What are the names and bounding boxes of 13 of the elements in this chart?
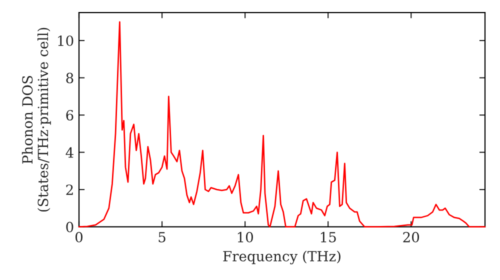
y-tick-label: 4 (66, 147, 74, 158)
x-tick-label: 5 (158, 232, 166, 242)
y-tick-label: 2 (66, 184, 73, 195)
y-tick-label: 10 (58, 36, 74, 46)
x-tick-label: 10 (238, 232, 253, 242)
y-tick-label: 6 (66, 110, 74, 121)
x-tick-label: 0 (75, 232, 82, 242)
y-tick-label: 8 (66, 72, 74, 84)
y-tick-label: 0 (66, 222, 74, 232)
x-tick-label: 20 (403, 232, 420, 242)
x-axis-title: Frequency (THz) (223, 250, 340, 264)
x-tick-label: 15 (320, 232, 336, 242)
y-axis-title: Phonon DOS (States/THz·primitive cell) (22, 28, 51, 212)
